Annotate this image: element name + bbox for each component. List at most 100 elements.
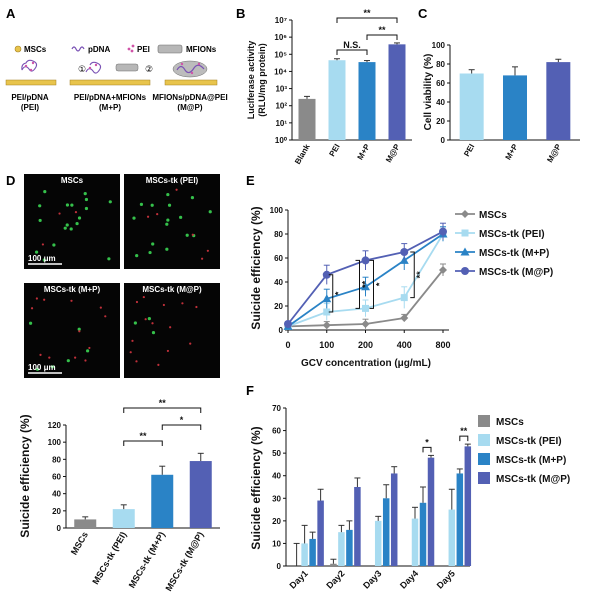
group-label-mp-1: PEI/pDNA+MFIONs bbox=[74, 93, 147, 102]
chart-d-bar bbox=[112, 509, 135, 528]
chart-f-sig bbox=[459, 435, 469, 442]
chart-e-sig bbox=[328, 274, 334, 313]
chart-b-xtick-label: PEI bbox=[327, 143, 341, 159]
chart-e-point bbox=[400, 248, 409, 256]
legend-pdna: pDNA bbox=[71, 45, 110, 54]
chart-e-ytick-label: 20 bbox=[274, 302, 283, 311]
chart-f-bar bbox=[427, 457, 435, 566]
chart-e-legend-marker bbox=[460, 247, 470, 256]
green-cell bbox=[66, 359, 70, 363]
chart-e-ytick-label: 100 bbox=[270, 206, 284, 215]
green-cell bbox=[50, 365, 55, 369]
chart-e-sig-label: * bbox=[334, 291, 344, 295]
green-cell bbox=[34, 250, 39, 254]
chart-e-ylabel: Suicide efficiency (%) bbox=[249, 206, 263, 329]
complex-pei bbox=[5, 59, 57, 86]
green-cell bbox=[190, 196, 195, 200]
green-cell bbox=[107, 257, 111, 261]
chart-c-bar bbox=[459, 73, 484, 140]
chart-e-ytick-label: 0 bbox=[279, 326, 284, 335]
chart-e-point bbox=[439, 227, 447, 236]
red-cell bbox=[135, 360, 138, 363]
chart-e-point bbox=[284, 320, 292, 328]
chart-e-point bbox=[322, 294, 332, 303]
chart-c-bar bbox=[546, 62, 571, 140]
green-cell bbox=[84, 197, 89, 202]
chart-d-ytick-label: 120 bbox=[48, 421, 62, 430]
panel-label-a: A bbox=[6, 6, 16, 21]
chart-d-ytick-label: 80 bbox=[52, 455, 61, 464]
panel-label-d: D bbox=[6, 173, 15, 188]
red-cell bbox=[131, 339, 134, 342]
chart-f-legend-label: MSCs bbox=[496, 417, 524, 428]
chart-d-bar bbox=[189, 461, 212, 528]
chart-e: 0 20 40 60 80 100 Suicide efficiency (%) GCV co… bbox=[249, 206, 553, 369]
chart-e-ytick-label: 60 bbox=[274, 254, 283, 263]
chart-b-bar bbox=[298, 98, 316, 140]
legend-pei: PEI bbox=[127, 44, 150, 54]
chart-d-xtick-label: MSCs-tk (M+P) bbox=[127, 530, 167, 590]
pdna-icon bbox=[71, 46, 85, 52]
chart-d-sig bbox=[123, 407, 202, 413]
red-cell bbox=[135, 300, 139, 304]
panel-label-f: F bbox=[246, 383, 254, 398]
chart-c-ytick-label: 80 bbox=[436, 60, 445, 69]
group-label-map-2: (M@P) bbox=[177, 103, 202, 112]
chart-d-ytick-label: 0 bbox=[57, 524, 62, 533]
red-cell bbox=[156, 212, 159, 216]
red-cell bbox=[206, 249, 209, 252]
green-cell bbox=[42, 258, 46, 262]
chart-b-ytick-label: 10⁴ bbox=[274, 67, 287, 76]
chart-f-bar bbox=[330, 563, 337, 566]
msc-icon bbox=[14, 45, 22, 53]
chart-b-ylabel-1: Luciferase activity bbox=[246, 41, 256, 120]
chart-e-legend-label: MSCs-tk (M+P) bbox=[479, 248, 549, 259]
chart-f-bar bbox=[464, 446, 472, 566]
green-cell bbox=[185, 233, 189, 237]
red-cell bbox=[99, 306, 102, 309]
micrograph-image bbox=[24, 283, 120, 378]
red-cell bbox=[48, 356, 51, 359]
chart-b-sig-label: ** bbox=[378, 25, 386, 35]
red-cell bbox=[169, 326, 172, 329]
chart-f-bar bbox=[354, 487, 361, 566]
scale-bar-label: 100 μm bbox=[28, 254, 56, 263]
chart-f-bar bbox=[419, 502, 427, 566]
red-cell bbox=[43, 298, 46, 301]
chart-e-legend-label: MSCs-tk (PEI) bbox=[479, 229, 545, 240]
green-cell bbox=[139, 202, 144, 206]
micrograph-label: MSCs-tk (M@P) bbox=[142, 285, 202, 294]
group-label-pei-1: PEI/pDNA bbox=[11, 93, 49, 102]
green-cell bbox=[83, 191, 87, 196]
chart-e-sig bbox=[410, 251, 415, 299]
legend-mfions: MFIONs bbox=[157, 44, 217, 54]
chart-f-bar bbox=[374, 520, 382, 566]
green-cell bbox=[63, 226, 67, 230]
green-cell bbox=[52, 243, 56, 247]
chart-e-legend-marker bbox=[461, 267, 469, 275]
red-cell bbox=[58, 212, 61, 215]
chart-f-sig bbox=[422, 446, 432, 453]
green-cell bbox=[35, 367, 40, 371]
green-cell bbox=[70, 203, 74, 207]
green-cell bbox=[179, 215, 183, 219]
chart-e-xtick-label: 100 bbox=[319, 340, 334, 350]
chart-d-xtick-label: MSCs bbox=[69, 530, 90, 557]
micrograph-label: MSCs-tk (PEI) bbox=[146, 176, 199, 185]
chart-d-sig bbox=[161, 424, 202, 430]
chart-e-xtick-label: 800 bbox=[435, 340, 450, 350]
chart-e-sig bbox=[355, 259, 360, 309]
chart-e-xtick-label: 400 bbox=[397, 340, 412, 350]
chart-d-xtick-label: MSCs-tk (PEI) bbox=[90, 530, 128, 586]
chart-e-point bbox=[361, 256, 370, 265]
chart-b-ytick-label: 10⁶ bbox=[274, 33, 287, 42]
chart-e-legend-marker bbox=[461, 210, 469, 218]
chart-f-legend-swatch bbox=[478, 415, 490, 427]
chart-b-ytick-label: 10³ bbox=[275, 85, 287, 94]
red-cell bbox=[195, 305, 198, 309]
chart-e-point bbox=[322, 321, 331, 330]
chart-e-legend-label: MSCs-tk (M@P) bbox=[479, 267, 553, 278]
red-cell bbox=[84, 359, 87, 362]
chart-c: 0 20 40 60 80 100 Cell viability (%) PEI M+P M@P bbox=[423, 41, 580, 164]
red-cell bbox=[189, 342, 192, 345]
